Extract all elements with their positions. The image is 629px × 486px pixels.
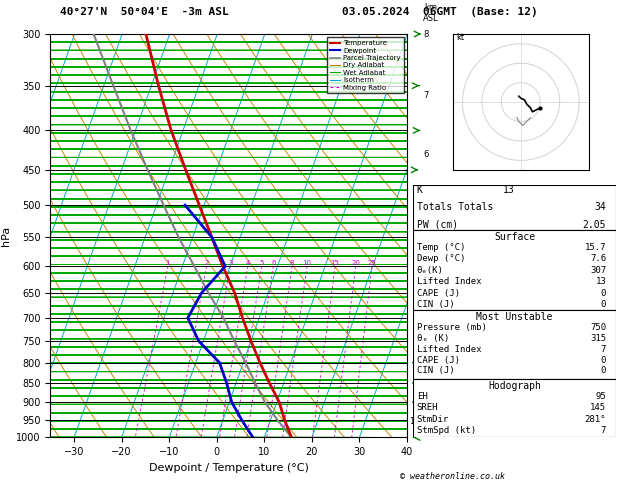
Text: 20: 20 [351, 260, 360, 266]
Text: 13: 13 [596, 277, 606, 286]
Text: 1LCL: 1LCL [409, 417, 430, 427]
Text: K: K [416, 185, 423, 194]
Text: 15.7: 15.7 [585, 243, 606, 252]
Text: Dewp (°C): Dewp (°C) [416, 255, 465, 263]
Text: StmDir: StmDir [416, 415, 449, 424]
FancyBboxPatch shape [413, 230, 616, 310]
Text: 6: 6 [424, 150, 429, 159]
Text: 307: 307 [590, 266, 606, 275]
Text: 10: 10 [303, 260, 311, 266]
Text: 2: 2 [424, 362, 429, 371]
Legend: Temperature, Dewpoint, Parcel Trajectory, Dry Adiabat, Wet Adiabat, Isotherm, Mi: Temperature, Dewpoint, Parcel Trajectory… [327, 37, 404, 93]
Text: Lifted Index: Lifted Index [416, 277, 481, 286]
Text: θₑ (K): θₑ (K) [416, 334, 449, 343]
Text: 3: 3 [424, 313, 429, 322]
Text: Surface: Surface [494, 232, 535, 243]
Text: 4: 4 [245, 260, 250, 266]
Text: © weatheronline.co.uk: © weatheronline.co.uk [401, 472, 505, 481]
Text: SREH: SREH [416, 403, 438, 413]
Text: 0: 0 [601, 289, 606, 297]
Text: 34: 34 [594, 202, 606, 212]
Text: CAPE (J): CAPE (J) [416, 289, 460, 297]
Text: Hodograph: Hodograph [488, 382, 541, 391]
Text: 7: 7 [424, 90, 429, 100]
Text: 0: 0 [601, 300, 606, 309]
Text: 8: 8 [290, 260, 294, 266]
Text: 13: 13 [503, 185, 515, 194]
Text: CAPE (J): CAPE (J) [416, 355, 460, 364]
Text: 2.05: 2.05 [582, 220, 606, 230]
Text: θₑ(K): θₑ(K) [416, 266, 443, 275]
Text: km
ASL: km ASL [423, 3, 438, 23]
Text: 281°: 281° [585, 415, 606, 424]
Text: 03.05.2024  06GMT  (Base: 12): 03.05.2024 06GMT (Base: 12) [342, 7, 538, 17]
Text: Most Unstable: Most Unstable [476, 312, 553, 322]
Text: 8: 8 [424, 30, 429, 38]
Y-axis label: hPa: hPa [1, 226, 11, 246]
Text: 1: 1 [424, 401, 429, 410]
Text: StmSpd (kt): StmSpd (kt) [416, 426, 476, 435]
Text: CIN (J): CIN (J) [416, 300, 454, 309]
Text: 5: 5 [260, 260, 264, 266]
FancyBboxPatch shape [413, 379, 616, 437]
Text: 40°27'N  50°04'E  -3m ASL: 40°27'N 50°04'E -3m ASL [60, 7, 229, 17]
X-axis label: Dewpoint / Temperature (°C): Dewpoint / Temperature (°C) [148, 463, 309, 473]
FancyBboxPatch shape [413, 185, 616, 230]
Text: 2: 2 [204, 260, 209, 266]
Text: 315: 315 [590, 334, 606, 343]
Text: Totals Totals: Totals Totals [416, 202, 493, 212]
Text: PW (cm): PW (cm) [416, 220, 458, 230]
Text: 25: 25 [367, 260, 376, 266]
Text: 95: 95 [596, 392, 606, 401]
Text: 5: 5 [424, 208, 429, 216]
Text: EH: EH [416, 392, 428, 401]
Text: Pressure (mb): Pressure (mb) [416, 323, 487, 332]
Text: kt: kt [457, 33, 465, 42]
Text: 3: 3 [228, 260, 233, 266]
Text: 0: 0 [601, 355, 606, 364]
Text: 1: 1 [165, 260, 170, 266]
Text: Lifted Index: Lifted Index [416, 345, 481, 354]
Text: Temp (°C): Temp (°C) [416, 243, 465, 252]
Text: 7: 7 [601, 345, 606, 354]
Text: 7.6: 7.6 [590, 255, 606, 263]
Text: 750: 750 [590, 323, 606, 332]
Text: 15: 15 [331, 260, 340, 266]
Text: 6: 6 [271, 260, 276, 266]
Text: 145: 145 [590, 403, 606, 413]
FancyBboxPatch shape [413, 310, 616, 379]
Text: 0: 0 [601, 366, 606, 375]
Text: CIN (J): CIN (J) [416, 366, 454, 375]
Text: 7: 7 [601, 426, 606, 435]
Text: 4: 4 [424, 262, 429, 271]
